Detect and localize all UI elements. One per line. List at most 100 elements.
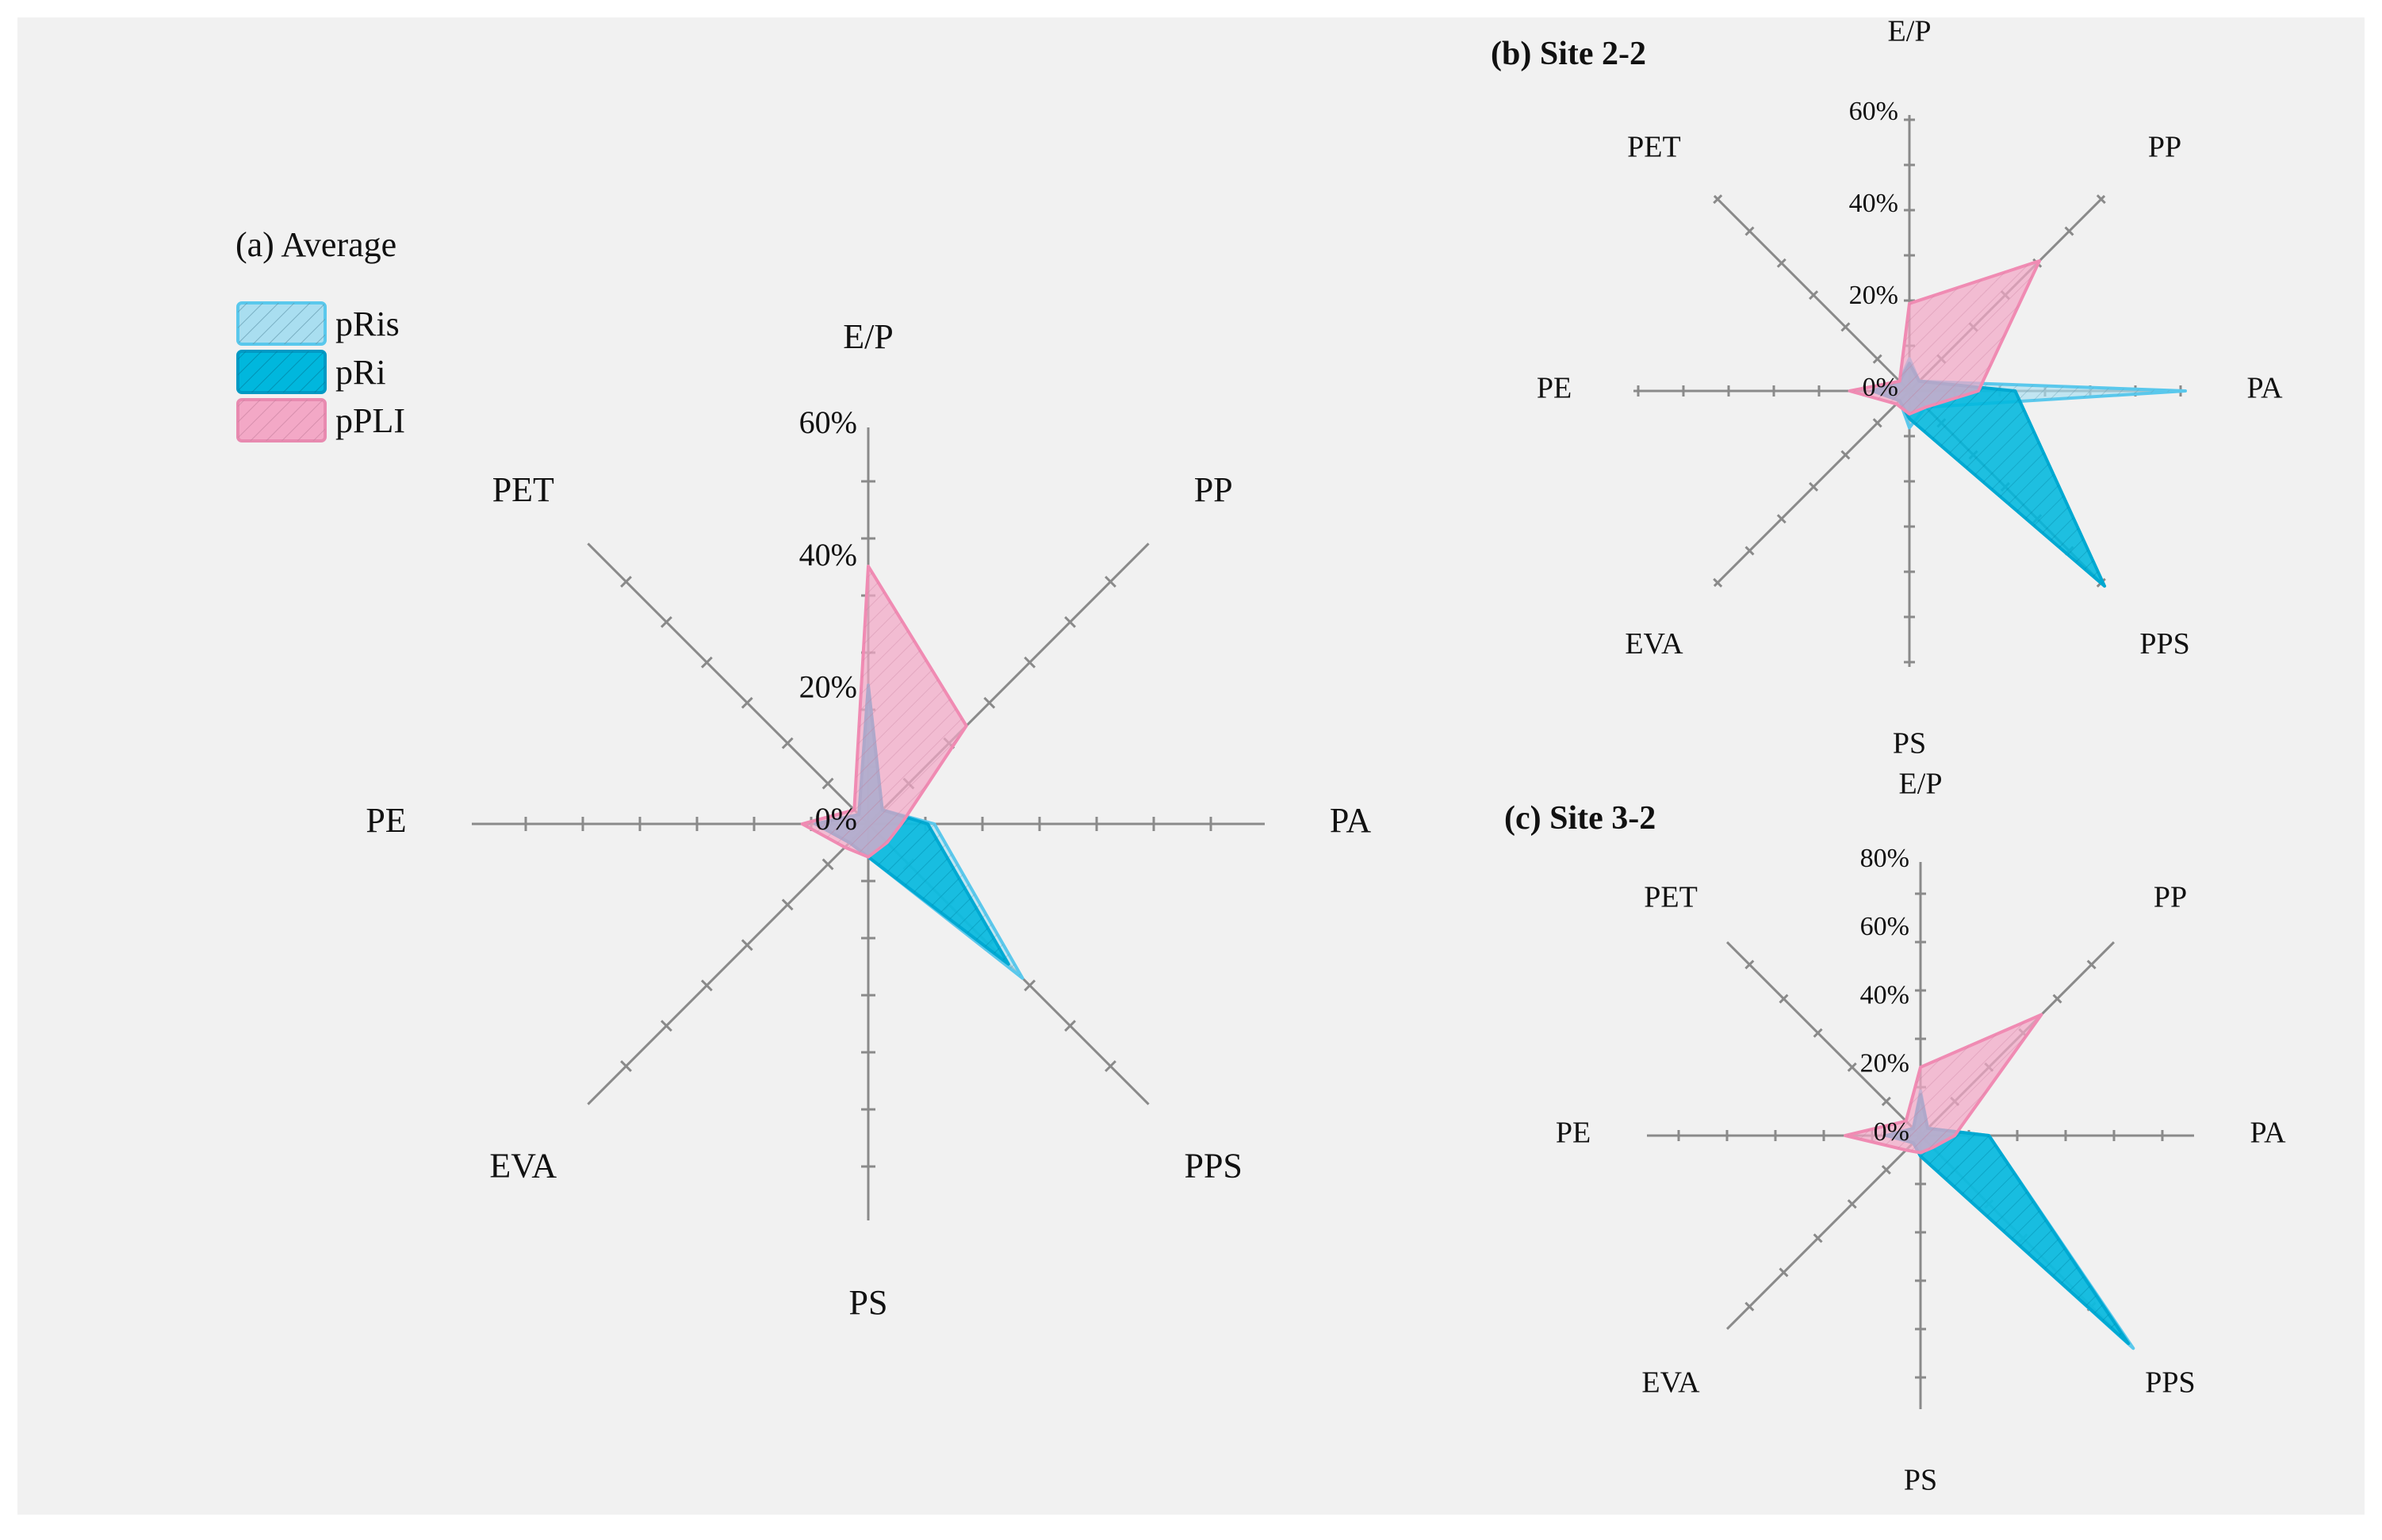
radar-axis-tick: [1881, 1096, 1891, 1106]
radar-tick-label: 20%: [799, 669, 857, 705]
radar-axis-tick: [1847, 1062, 1857, 1072]
radar-axis-label: PE: [1556, 1117, 1591, 1150]
radar-axis-eva: [587, 822, 870, 1105]
radar-axis-tick: [741, 939, 753, 952]
radar-axis-tick: [1840, 450, 1851, 460]
radar-axis-label: PET: [492, 470, 554, 509]
legend-pris-hatch: [238, 303, 325, 344]
radar-axis-tick: [1813, 1233, 1823, 1243]
chart-a-radar: E/P PP PA PPS PS EVA PE PET 0% 20% 40% 60%: [366, 317, 1371, 1322]
radar-axis-tick: [1744, 546, 1755, 556]
radar-axis-tick: [1813, 1028, 1823, 1038]
radar-axis-pet: [587, 542, 870, 826]
radar-hatch-ppli: [802, 566, 967, 857]
radar-axes: E/P PP PA PPS PS EVA PE PET: [366, 317, 1371, 1322]
radar-axis-label: EVA: [489, 1146, 557, 1185]
radar-axis-tick: [1847, 1199, 1857, 1209]
radar-axis-tick: [700, 656, 713, 668]
radar-axis-tick: [1024, 656, 1036, 668]
chart-a-legend: pRis pRi pPLI: [236, 301, 405, 442]
chart-a-panel: (a) Average pRis pRi pPLI E/P PP PA PPS PS EV…: [236, 225, 1371, 1322]
radar-tick-label: 40%: [1860, 980, 1909, 1009]
chart-c-panel: (c) Site 3-2 E/P PP PA PPS PS EVA PE PET 0% 20% 40…: [1504, 768, 2286, 1497]
radar-axis-tick: [2086, 960, 2097, 970]
radar-axis-tick: [1779, 994, 1789, 1004]
radar-axes: E/P PP PA PPS PS EVA PE PET: [1556, 768, 2286, 1497]
radar-axis-tick: [2064, 226, 2074, 236]
figure-background: [17, 17, 2365, 1515]
radar-axis-tick: [821, 858, 834, 871]
legend-pris-label: pRis: [335, 305, 400, 343]
chart-a-title: (a) Average: [236, 225, 396, 264]
radar-axis-tick: [620, 576, 632, 588]
radar-axis-label: PPS: [2145, 1366, 2195, 1400]
radar-axis-tick: [1064, 616, 1076, 628]
radar-axis-tick: [1809, 290, 1819, 301]
chart-b-title: (b) Site 2-2: [1491, 36, 1646, 72]
radar-axis-tick: [781, 898, 794, 911]
radar-axis-label: PET: [1644, 881, 1698, 914]
radar-axis-label: PS: [1904, 1464, 1937, 1497]
radar-axis-eva: [1725, 1134, 1922, 1331]
radar-axis-tick: [1776, 258, 1786, 268]
radar-axis-label: E/P: [843, 317, 894, 356]
radar-axis-label: PP: [2154, 881, 2187, 914]
chart-b-radar: E/P PP PA PPS PS EVA PE PET 0% 20% 40% 60%: [1537, 15, 2283, 760]
radar-hatch-pris: [1872, 358, 2185, 428]
radar-series-ppli: [1844, 1013, 2043, 1155]
radar-axis-label: PA: [2250, 1117, 2286, 1150]
radar-axis-tick: [1744, 1301, 1755, 1312]
radar-axis-label: EVA: [1641, 1366, 1700, 1400]
radar-axis-label: PPS: [1184, 1146, 1242, 1185]
radar-axis-tick: [781, 737, 794, 749]
radar-axis-tick: [1105, 576, 1116, 588]
radar-axis-label: PS: [849, 1283, 888, 1322]
radar-axis-tick: [1713, 194, 1723, 205]
radar-tick-label: 40%: [1849, 189, 1898, 218]
radar-tick-label: 0%: [1863, 373, 1898, 402]
radar-tick-label: 0%: [815, 801, 857, 837]
radar-axis-tick: [1779, 1267, 1789, 1278]
radar-axis-tick: [661, 1020, 672, 1032]
radar-axis-tick: [1064, 1020, 1076, 1032]
legend-pri-label: pRi: [335, 353, 386, 392]
radar-axis-pet: [1725, 940, 1922, 1137]
radar-axis-tick: [983, 696, 996, 709]
radar-hatch-ppli: [1849, 261, 2039, 414]
radar-axis-tick: [1713, 577, 1723, 588]
radar-tick-label: 20%: [1860, 1049, 1909, 1078]
radar-tick-label: 20%: [1849, 281, 1898, 310]
radar-hatch-pri: [1886, 1094, 2129, 1344]
radar-series-ppli: [1848, 259, 2041, 416]
radar-axis-label: E/P: [1899, 768, 1943, 801]
radar-hatch-ppli: [1845, 1014, 2042, 1153]
radar-axis-label: EVA: [1625, 627, 1683, 661]
radar-tick-label: 60%: [799, 404, 857, 440]
radar-axis-tick: [1744, 960, 1755, 970]
chart-c-radar: E/P PP PA PPS PS EVA PE PET 0% 20% 40% 60% 80%: [1556, 768, 2286, 1497]
radar-tick-label: 40%: [799, 537, 857, 573]
radar-axis-label: PP: [1194, 470, 1233, 509]
radar-axis-label: PET: [1627, 131, 1681, 164]
radar-axis-tick: [1105, 1060, 1116, 1072]
radar-tick-label: 60%: [1849, 97, 1898, 126]
radar-axis-label: PE: [366, 801, 406, 840]
radar-axis-tick: [2052, 994, 2062, 1004]
radar-axis-label: PPS: [2139, 627, 2189, 661]
radar-axis-tick: [661, 616, 672, 628]
radar-axis-tick: [741, 696, 753, 709]
radar-axis-tick: [1872, 354, 1882, 364]
radar-axis-label: PA: [1330, 801, 1371, 840]
radar-axis-tick: [1872, 418, 1882, 428]
radar-axis-tick: [2096, 194, 2106, 205]
legend-ppli-hatch: [238, 400, 325, 441]
radar-tick-label: 0%: [1874, 1117, 1909, 1147]
radar-axis-tick: [700, 979, 713, 992]
radar-axis-tick: [1881, 1165, 1891, 1175]
radar-axis-label: PA: [2246, 372, 2283, 405]
radar-tick-label: 80%: [1860, 844, 1909, 873]
radar-axis-tick: [1024, 979, 1036, 992]
radar-axis-label: E/P: [1888, 15, 1932, 48]
radar-axis-tick: [1840, 322, 1851, 332]
